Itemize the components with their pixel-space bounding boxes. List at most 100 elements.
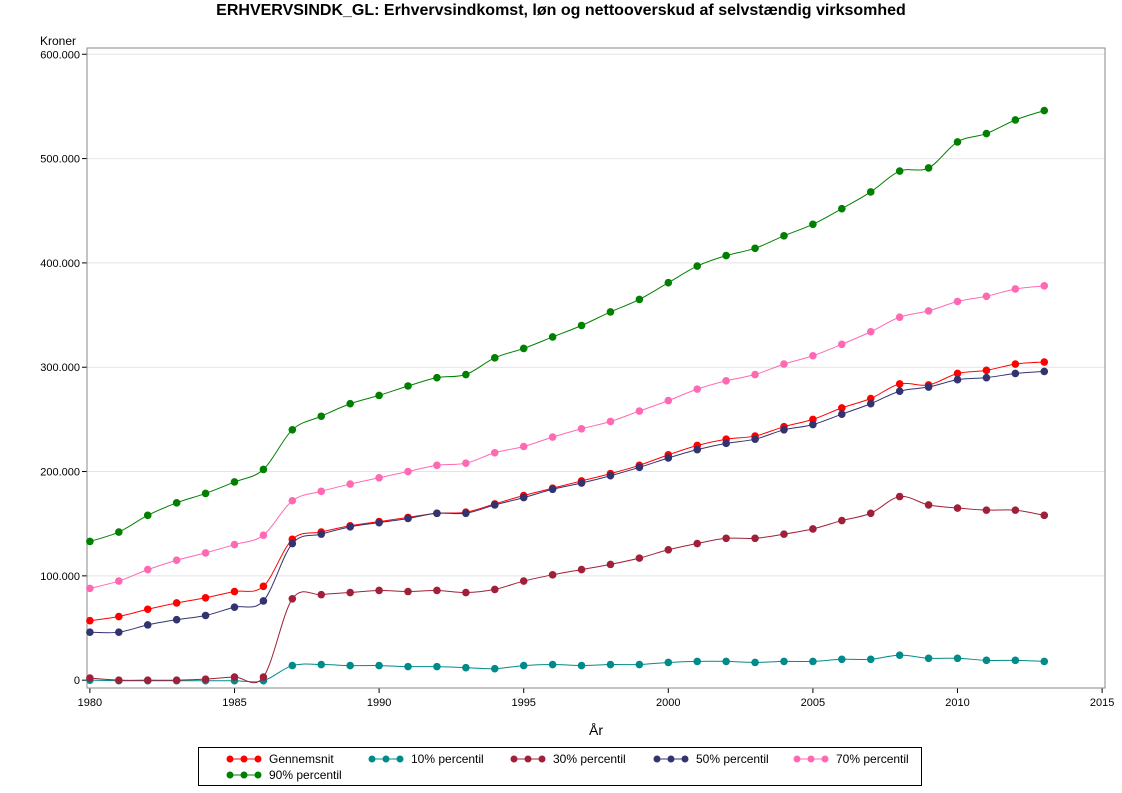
data-point [577,424,586,433]
data-point [143,621,152,629]
data-point [982,656,991,665]
y-tick-label: 600.000 [40,49,80,61]
data-point [172,499,181,507]
data-point [838,204,846,213]
legend-label: 70% percentil [836,752,909,766]
data-point [433,586,441,595]
data-point [346,480,354,488]
data-point [664,278,673,287]
chart-title: ERHVERVSINDK_GL: Erhvervsindkomst, løn o… [216,2,906,19]
data-point [288,426,297,434]
data-point [259,531,268,539]
data-point [1040,511,1049,520]
series-50-percentil [86,367,1049,636]
data-point [288,595,297,603]
data-point [86,537,94,546]
data-point [86,616,94,625]
data-point [664,396,673,405]
data-point [722,657,730,666]
data-point [548,571,557,579]
data-point [664,545,673,554]
x-tick-label: 1990 [367,697,391,709]
data-point [404,662,412,671]
data-point [519,661,528,670]
legend-item: 30% percentil [509,751,626,767]
data-point [86,674,94,682]
legend-item: 90% percentil [225,767,342,783]
data-point [1040,106,1049,115]
data-point [635,660,644,669]
data-point [1040,657,1049,666]
data-point [838,410,846,418]
data-point [375,518,383,527]
data-point [1011,656,1020,665]
y-axis-label: Kroner [40,34,76,48]
legend-item: 10% percentil [367,751,484,767]
data-point [693,445,702,454]
legend-item: Gennemsnit [225,751,334,767]
data-point [722,251,730,260]
data-point [924,383,933,391]
data-point [172,556,181,565]
data-point [751,534,759,543]
data-point [577,479,586,487]
data-point [201,593,210,602]
data-point [230,540,239,549]
data-point [143,565,152,574]
data-point [172,676,181,684]
data-point [866,399,875,408]
data-point [143,605,152,614]
data-point [433,461,441,470]
data-point [115,628,123,636]
x-tick-label: 2010 [945,697,969,709]
data-point [693,657,702,666]
data-point [172,615,181,624]
data-point [606,308,615,316]
data-point [693,385,702,393]
data-point [115,676,123,684]
data-point [230,603,239,611]
data-point [317,412,326,421]
data-point [548,433,557,441]
legend-item: 70% percentil [792,751,909,767]
x-axis-label: År [589,722,603,738]
data-point [953,369,962,378]
plot-frame [86,47,1106,689]
data-point [519,344,528,353]
data-point [519,577,528,585]
data-point [548,333,557,341]
legend-label: 30% percentil [553,752,626,766]
data-point [490,448,499,457]
data-point [895,651,904,659]
data-point [606,660,615,669]
data-point [230,673,239,681]
data-point [953,297,962,306]
data-point [924,164,933,172]
x-tick-label: 1980 [78,697,102,709]
data-point [201,489,210,498]
data-point [375,473,383,482]
legend-marker-icon [226,755,262,763]
data-point [606,560,615,569]
data-point [1011,506,1020,514]
data-point [635,463,644,472]
data-point [809,657,817,666]
data-point [895,167,904,175]
data-point [1011,369,1020,378]
data-point [982,506,991,514]
data-point [982,366,991,375]
data-point [462,663,470,672]
y-tick-label: 0 [74,675,80,687]
data-point [519,493,528,502]
data-point [115,612,123,621]
data-point [462,370,470,379]
data-point [143,511,152,520]
data-point [115,528,123,536]
data-point [317,660,326,669]
series-line [89,370,1045,634]
y-tick-label: 200.000 [40,467,80,479]
series-line [89,285,1045,589]
x-tick-label: 1985 [222,697,246,709]
legend-label: 50% percentil [696,752,769,766]
data-point [809,220,817,229]
